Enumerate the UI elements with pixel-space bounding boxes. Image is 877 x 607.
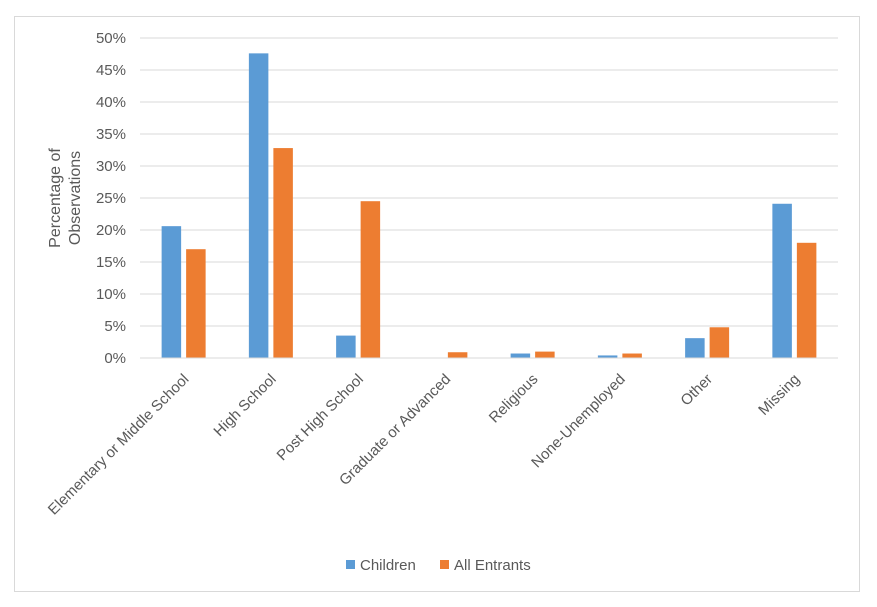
bar-all-entrants (796, 242, 817, 358)
y-tick-label: 35% (96, 126, 126, 143)
bar-all-entrants (709, 327, 730, 358)
bar-children (772, 203, 792, 358)
legend-swatch (440, 560, 449, 569)
bar-children (161, 226, 182, 358)
bar-children (336, 335, 356, 358)
x-tick-label: Elementary or Middle School (45, 371, 193, 519)
bar-all-entrants (273, 148, 293, 358)
y-tick-label: 5% (104, 318, 126, 335)
bar-all-entrants (360, 201, 381, 358)
y-tick-label: 30% (96, 158, 126, 175)
bar-all-entrants (535, 351, 555, 358)
chart-frame (14, 16, 860, 592)
legend-label: Children (360, 557, 416, 574)
bar-children (597, 355, 618, 358)
y-tick-label: 40% (96, 94, 126, 111)
y-tick-label: 25% (96, 190, 126, 207)
y-axis-title: Percentage of Observations (47, 148, 84, 248)
bar-all-entrants (447, 352, 468, 358)
y-axis-title-line: Observations (67, 151, 84, 245)
y-tick-label: 0% (104, 350, 126, 367)
y-tick-label: 15% (96, 254, 126, 271)
y-tick-label: 10% (96, 286, 126, 303)
legend-label: All Entrants (454, 557, 531, 574)
bar-children (510, 353, 531, 358)
x-tick-label: Religious (486, 371, 542, 427)
y-tick-label: 50% (96, 30, 126, 47)
x-tick-label: Post High School (274, 371, 367, 464)
y-axis-title-line: Percentage of (47, 148, 64, 248)
bar-all-entrants (622, 353, 642, 358)
legend-swatch (346, 560, 355, 569)
x-tick-label: Other (677, 371, 716, 410)
x-tick-label: High School (210, 371, 279, 440)
y-tick-label: 20% (96, 222, 126, 239)
x-tick-label: None-Unemployed (528, 371, 628, 471)
bar-all-entrants (186, 249, 206, 358)
y-tick-label: 45% (96, 62, 126, 79)
x-tick-label: Missing (755, 371, 803, 419)
bar-children (248, 53, 269, 359)
bar-children (685, 338, 705, 358)
